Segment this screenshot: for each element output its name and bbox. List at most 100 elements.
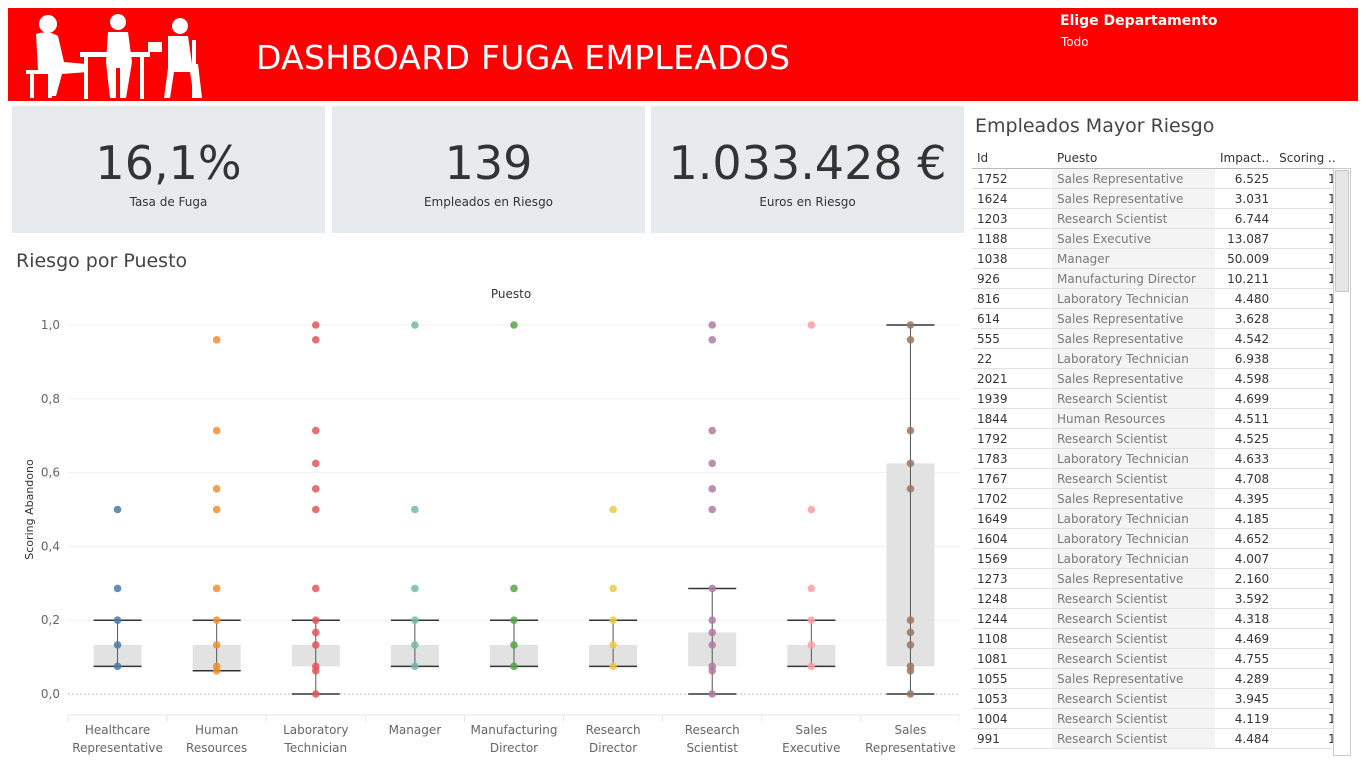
cell-scoring: 1 [1274, 688, 1341, 709]
data-point [510, 662, 518, 671]
category-label: Research Director [586, 723, 641, 755]
cell-impact: 4.484 [1215, 728, 1275, 749]
table-row[interactable]: 1244 Research Scientist 4.318 1 [972, 608, 1341, 629]
data-point [411, 616, 419, 624]
cell-puesto: Sales Representative [1052, 328, 1215, 349]
cell-id: 1038 [972, 248, 1052, 269]
cell-scoring: 1 [1274, 568, 1341, 589]
data-point [411, 321, 419, 329]
cell-impact: 3.031 [1215, 188, 1275, 209]
column-header-puesto[interactable]: Puesto [1052, 148, 1215, 169]
department-filter-dropdown[interactable]: Todo [1061, 35, 1089, 49]
table-row[interactable]: 1569 Laboratory Technician 4.007 1 [972, 548, 1341, 569]
y-tick-label: 0,0 [41, 687, 60, 701]
category-label: Healthcare Representative [72, 723, 163, 755]
table-row[interactable]: 1055 Sales Representative 4.289 1 [972, 668, 1341, 689]
risk-by-role-boxplot[interactable]: Puesto 0,0 0,2 0,4 0,6 0,8 1,0 Scoring Abandono… [10, 280, 960, 762]
data-point [212, 641, 221, 649]
cell-puesto: Research Scientist [1052, 468, 1215, 489]
table-row[interactable]: 555 Sales Representative 4.542 1 [972, 328, 1341, 349]
cell-puesto: Laboratory Technician [1052, 528, 1215, 549]
data-point [906, 485, 915, 493]
table-row[interactable]: 1783 Laboratory Technician 4.633 1 [972, 448, 1341, 469]
cell-id: 614 [972, 308, 1052, 329]
table-row[interactable]: 1939 Research Scientist 4.699 1 [972, 388, 1341, 409]
data-point [113, 662, 122, 671]
kpi-card-attrition-rate: 16,1% Tasa de Fuga [12, 106, 325, 233]
table-row[interactable]: 926 Manufacturing Director 10.211 1 [972, 268, 1341, 289]
cell-puesto: Research Scientist [1052, 588, 1215, 609]
cell-impact: 4.511 [1215, 408, 1275, 429]
cell-scoring: 1 [1274, 468, 1341, 489]
cell-scoring: 1 [1274, 268, 1341, 289]
data-point [311, 666, 320, 675]
cell-puesto: Laboratory Technician [1052, 348, 1215, 369]
table-row[interactable]: 1792 Research Scientist 4.525 1 [972, 428, 1341, 449]
table-row[interactable]: 1004 Research Scientist 4.119 1 [972, 708, 1341, 729]
cell-scoring: 1 [1274, 388, 1341, 409]
table-row[interactable]: 1624 Sales Representative 3.031 1 [972, 188, 1341, 209]
data-point [807, 321, 816, 329]
table-row[interactable]: 1053 Research Scientist 3.945 1 [972, 688, 1341, 709]
kpi-value: 1.033.428 € [668, 136, 947, 190]
table-row[interactable]: 1081 Research Scientist 4.755 1 [972, 648, 1341, 669]
data-point [609, 584, 617, 593]
data-point [609, 616, 617, 624]
cell-id: 1624 [972, 188, 1052, 209]
data-point [212, 584, 221, 593]
cell-id: 1939 [972, 388, 1052, 409]
header-banner: DASHBOARD FUGA EMPLEADOS Elige Departame… [8, 8, 1358, 101]
cell-id: 555 [972, 328, 1052, 349]
cell-scoring: 1 [1274, 408, 1341, 429]
table-row[interactable]: 1108 Research Scientist 4.469 1 [972, 628, 1341, 649]
cell-id: 1248 [972, 588, 1052, 609]
table-row[interactable]: 1767 Research Scientist 4.708 1 [972, 468, 1341, 489]
table-row[interactable]: 1604 Laboratory Technician 4.652 1 [972, 528, 1341, 549]
cell-impact: 2.160 [1215, 568, 1275, 589]
column-header-scoring[interactable]: Scoring .. [1274, 148, 1341, 169]
cell-scoring: 1 [1274, 228, 1341, 249]
data-point [906, 426, 915, 435]
data-point [906, 641, 915, 649]
data-point [411, 662, 419, 671]
department-filter-label: Elige Departamento [1060, 13, 1218, 29]
column-title: Puesto [491, 287, 531, 301]
table-scrollbar[interactable] [1333, 168, 1351, 756]
cell-impact: 4.119 [1215, 708, 1275, 729]
y-tick-label: 1,0 [41, 318, 60, 332]
data-point [906, 628, 915, 637]
data-point [906, 335, 915, 344]
column-header-id[interactable]: Id [972, 148, 1052, 169]
category-label: Sales Representative [865, 723, 956, 755]
cell-id: 1108 [972, 628, 1052, 649]
table-row[interactable]: 1188 Sales Executive 13.087 1 [972, 228, 1341, 249]
table-row[interactable]: 22 Laboratory Technician 6.938 1 [972, 348, 1341, 369]
table-row[interactable]: 614 Sales Representative 3.628 1 [972, 308, 1341, 329]
data-point [212, 335, 221, 344]
data-point [807, 505, 816, 514]
cell-scoring: 1 [1274, 308, 1341, 329]
cell-impact: 6.938 [1215, 348, 1275, 369]
column-header-impact[interactable]: Impact.. [1215, 148, 1275, 169]
table-row[interactable]: 1038 Manager 50.009 1 [972, 248, 1341, 269]
table-row[interactable]: 1649 Laboratory Technician 4.185 1 [972, 508, 1341, 529]
table-row[interactable]: 816 Laboratory Technician 4.480 1 [972, 288, 1341, 309]
table-row[interactable]: 2021 Sales Representative 4.598 1 [972, 368, 1341, 389]
table-row[interactable]: 1273 Sales Representative 2.160 1 [972, 568, 1341, 589]
table-row[interactable]: 1752 Sales Representative 6.525 1 [972, 168, 1341, 189]
cell-impact: 50.009 [1215, 248, 1275, 269]
table-row[interactable]: 1248 Research Scientist 3.592 1 [972, 588, 1341, 609]
cell-impact: 4.007 [1215, 548, 1275, 569]
cell-id: 816 [972, 288, 1052, 309]
cell-scoring: 1 [1274, 588, 1341, 609]
data-point [212, 666, 221, 675]
scrollbar-thumb[interactable] [1335, 170, 1349, 292]
table-row[interactable]: 1203 Research Scientist 6.744 1 [972, 208, 1341, 229]
table-title: Empleados Mayor Riesgo [975, 115, 1215, 137]
cell-puesto: Sales Representative [1052, 368, 1215, 389]
data-point [311, 335, 320, 344]
table-row[interactable]: 1702 Sales Representative 4.395 1 [972, 488, 1341, 509]
table-row[interactable]: 991 Research Scientist 4.484 1 [972, 728, 1341, 749]
table-row[interactable]: 1844 Human Resources 4.511 1 [972, 408, 1341, 429]
cell-impact: 4.318 [1215, 608, 1275, 629]
